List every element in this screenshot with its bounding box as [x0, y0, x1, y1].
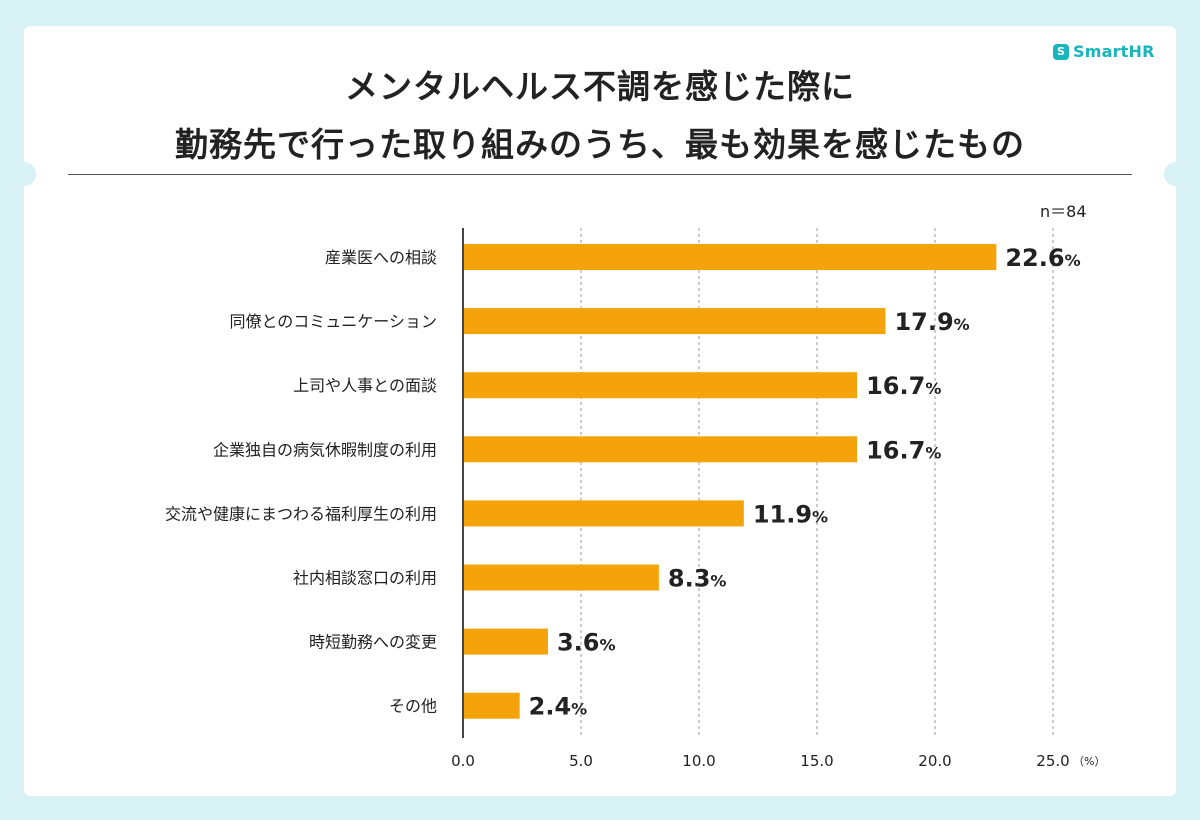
bar-6	[463, 628, 548, 655]
bar-5	[463, 564, 659, 591]
category-label-0: 産業医への相談	[325, 248, 437, 267]
x-unit-label: （%）	[1073, 755, 1105, 768]
sample-size-label: n＝84	[1040, 202, 1087, 221]
logo-text: SmartHR	[1073, 42, 1155, 61]
value-label-7: 2.4%	[529, 693, 588, 721]
category-label-2: 上司や人事との面談	[293, 376, 437, 395]
bar-4	[463, 500, 744, 527]
value-label-3: 16.7%	[866, 436, 941, 464]
card-notch-left	[12, 162, 36, 186]
chart-title-line2: 勤務先で行った取り組みのうち、最も効果を感じたもの	[175, 125, 1025, 164]
category-label-6: 時短勤務への変更	[309, 633, 437, 652]
title-divider	[68, 174, 1132, 175]
category-label-5: 社内相談窓口の利用	[293, 569, 437, 588]
chart-card	[24, 26, 1176, 796]
value-label-6: 3.6%	[557, 629, 616, 657]
x-tick-label-4: 20.0	[918, 752, 951, 770]
bar-7	[463, 692, 520, 719]
value-label-1: 17.9%	[894, 308, 969, 336]
card-notch-right	[1164, 162, 1188, 186]
value-label-2: 16.7%	[866, 372, 941, 400]
category-label-1: 同僚とのコミュニケーション	[229, 312, 437, 331]
bar-2	[463, 372, 858, 399]
category-label-3: 企業独自の病気休暇制度の利用	[213, 440, 437, 459]
chart-title-line1: メンタルヘルス不調を感じた際に	[345, 67, 855, 106]
x-tick-label-2: 10.0	[682, 752, 715, 770]
bar-0	[463, 244, 997, 270]
value-label-4: 11.9%	[753, 500, 828, 528]
x-tick-label-3: 15.0	[800, 752, 833, 770]
x-tick-label-0: 0.0	[451, 752, 475, 770]
value-label-0: 22.6%	[1005, 244, 1080, 272]
bar-1	[463, 308, 886, 335]
x-tick-label-1: 5.0	[569, 752, 593, 770]
category-label-7: その他	[389, 697, 437, 716]
chart-title: メンタルヘルス不調を感じた際に 勤務先で行った取り組みのうち、最も効果を感じたも…	[0, 58, 1200, 174]
bar-3	[463, 436, 858, 463]
x-tick-label-5: 25.0	[1036, 752, 1069, 770]
smarthr-logo: S SmartHR	[1053, 42, 1155, 61]
category-label-4: 交流や健康にまつわる福利厚生の利用	[165, 504, 437, 523]
logo-mark-icon: S	[1053, 43, 1069, 60]
value-label-5: 8.3%	[668, 565, 727, 593]
